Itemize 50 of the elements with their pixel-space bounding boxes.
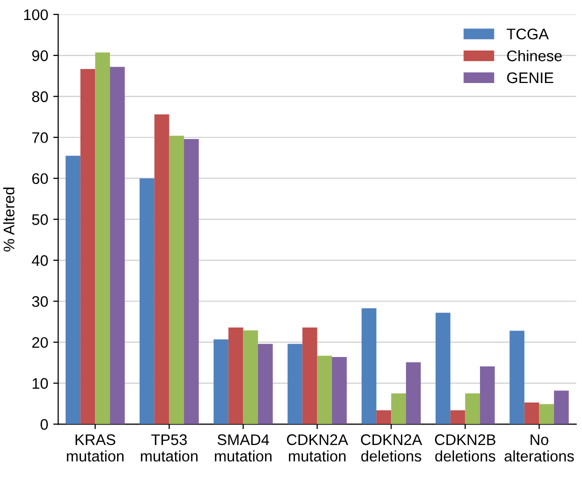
y-tick-label: 40 <box>32 255 48 266</box>
bar <box>154 114 170 424</box>
bar <box>510 330 524 424</box>
bar <box>391 393 406 424</box>
bar <box>465 393 480 424</box>
bar <box>66 156 80 424</box>
y-tick-label: 80 <box>32 91 48 102</box>
y-tick-label: 50 <box>32 214 48 225</box>
y-tick-label: 20 <box>32 337 48 348</box>
x-tick-label: SMAD4 mutation <box>214 434 272 462</box>
bar <box>539 404 554 424</box>
bar <box>317 356 332 424</box>
bar <box>302 327 318 424</box>
x-tick-label: CDKN2B deletions <box>434 434 496 462</box>
bar <box>140 178 154 424</box>
y-tick-label: 100 <box>24 9 48 20</box>
bar <box>332 356 347 424</box>
bar <box>184 139 199 424</box>
x-tick-label: CDKN2A mutation <box>286 434 348 462</box>
bar <box>436 312 450 424</box>
bar <box>524 402 540 424</box>
y-tick-label: 30 <box>32 296 48 307</box>
bar <box>95 52 110 424</box>
bar <box>110 66 125 424</box>
bar <box>406 362 421 424</box>
bar <box>243 330 258 424</box>
bar <box>450 410 466 424</box>
bar <box>480 366 495 424</box>
bar <box>80 68 96 424</box>
y-tick-label: 60 <box>32 173 48 184</box>
bar <box>376 410 392 424</box>
bar <box>288 344 302 424</box>
bar <box>362 308 376 424</box>
bar <box>554 390 569 424</box>
x-tick-label: No alterations <box>504 434 574 462</box>
y-tick-label: 90 <box>32 50 48 62</box>
x-tick-label: KRAS mutation <box>66 434 124 462</box>
legend-label: GENIE <box>507 72 554 84</box>
bar <box>258 344 273 424</box>
x-tick-label: TP53 mutation <box>140 434 198 462</box>
bar <box>169 136 184 424</box>
bar <box>228 327 244 424</box>
x-tick-label: CDKN2A deletions <box>360 434 422 462</box>
y-tick-label: 70 <box>32 132 48 144</box>
legend-label: Chinese <box>507 50 562 62</box>
bar <box>214 339 228 424</box>
y-axis-title: % Altered <box>3 188 14 252</box>
y-tick-label: 10 <box>32 378 48 389</box>
y-tick-label: 0 <box>40 419 48 430</box>
legend-label: TCGA <box>506 28 549 40</box>
